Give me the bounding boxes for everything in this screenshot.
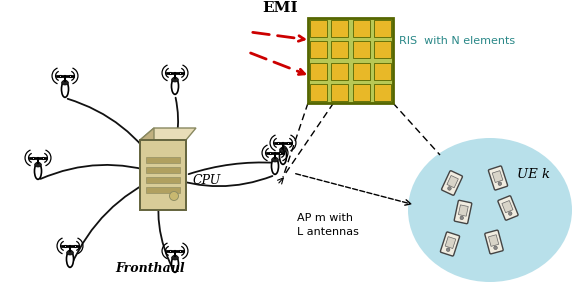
Bar xyxy=(277,142,280,144)
Bar xyxy=(331,20,349,37)
Polygon shape xyxy=(140,128,196,140)
Ellipse shape xyxy=(271,157,278,162)
Ellipse shape xyxy=(408,138,572,282)
Text: EMI: EMI xyxy=(262,1,298,15)
Bar xyxy=(308,18,393,103)
Bar xyxy=(353,63,369,80)
Text: UE k: UE k xyxy=(517,168,550,181)
Ellipse shape xyxy=(34,163,42,179)
Bar xyxy=(374,20,391,37)
FancyBboxPatch shape xyxy=(498,196,518,220)
Text: AP m with: AP m with xyxy=(297,213,353,223)
Bar xyxy=(146,167,180,173)
FancyBboxPatch shape xyxy=(454,200,472,224)
FancyBboxPatch shape xyxy=(440,232,459,256)
Bar xyxy=(310,41,327,58)
Bar xyxy=(140,140,186,210)
Bar xyxy=(169,250,172,252)
Bar xyxy=(146,157,180,163)
Bar xyxy=(447,176,458,188)
Bar xyxy=(310,84,327,101)
FancyBboxPatch shape xyxy=(488,166,508,190)
Ellipse shape xyxy=(61,80,68,85)
Bar xyxy=(458,205,468,216)
Circle shape xyxy=(460,216,463,220)
Text: RIS  with N elements: RIS with N elements xyxy=(399,36,515,46)
Ellipse shape xyxy=(35,162,41,167)
Bar xyxy=(42,157,44,159)
Ellipse shape xyxy=(172,78,179,94)
Bar xyxy=(374,84,391,101)
Text: Fronthaul: Fronthaul xyxy=(115,262,184,275)
Bar xyxy=(353,41,369,58)
Bar xyxy=(59,75,61,77)
Bar xyxy=(353,84,369,101)
Bar xyxy=(74,245,75,247)
Circle shape xyxy=(494,246,498,250)
Bar xyxy=(310,63,327,80)
Bar xyxy=(331,84,349,101)
Circle shape xyxy=(509,212,512,215)
Bar xyxy=(146,187,180,193)
Bar xyxy=(374,41,391,58)
FancyBboxPatch shape xyxy=(441,171,462,195)
Bar xyxy=(445,237,456,249)
Bar xyxy=(179,72,180,74)
Bar xyxy=(331,41,349,58)
Bar xyxy=(278,152,281,154)
Bar xyxy=(492,171,503,182)
Circle shape xyxy=(169,192,179,201)
Circle shape xyxy=(498,182,502,186)
Bar xyxy=(310,20,327,37)
Ellipse shape xyxy=(172,256,179,272)
Circle shape xyxy=(447,248,450,252)
Ellipse shape xyxy=(172,255,178,260)
Bar xyxy=(179,250,180,252)
Ellipse shape xyxy=(280,148,287,152)
Bar xyxy=(331,63,349,80)
Ellipse shape xyxy=(67,250,73,255)
Text: CPU: CPU xyxy=(193,173,221,187)
Ellipse shape xyxy=(61,81,68,97)
Ellipse shape xyxy=(271,158,278,174)
Bar xyxy=(287,142,289,144)
FancyBboxPatch shape xyxy=(485,230,503,254)
Ellipse shape xyxy=(67,251,74,267)
Ellipse shape xyxy=(280,148,287,164)
Bar xyxy=(353,20,369,37)
Text: L antennas: L antennas xyxy=(297,227,359,237)
Bar xyxy=(374,63,391,80)
Bar xyxy=(169,72,172,74)
Ellipse shape xyxy=(172,77,178,82)
Bar xyxy=(270,152,271,154)
Bar xyxy=(32,157,34,159)
Bar xyxy=(146,177,180,183)
Bar xyxy=(140,140,186,210)
Bar xyxy=(488,235,499,246)
Bar xyxy=(68,75,71,77)
Bar xyxy=(502,201,513,213)
Circle shape xyxy=(448,187,451,190)
Bar xyxy=(64,245,66,247)
Polygon shape xyxy=(140,128,154,210)
